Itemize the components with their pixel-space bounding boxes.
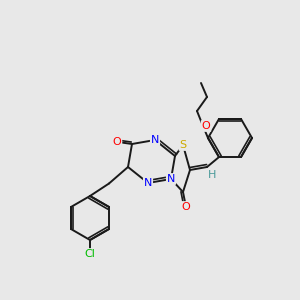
Text: N: N bbox=[167, 174, 175, 184]
Text: O: O bbox=[112, 137, 122, 147]
Text: O: O bbox=[202, 121, 210, 131]
Text: N: N bbox=[144, 178, 152, 188]
Text: N: N bbox=[151, 135, 159, 145]
Text: H: H bbox=[208, 170, 216, 180]
Text: O: O bbox=[182, 202, 190, 212]
Text: S: S bbox=[179, 140, 187, 150]
Text: Cl: Cl bbox=[85, 249, 95, 259]
